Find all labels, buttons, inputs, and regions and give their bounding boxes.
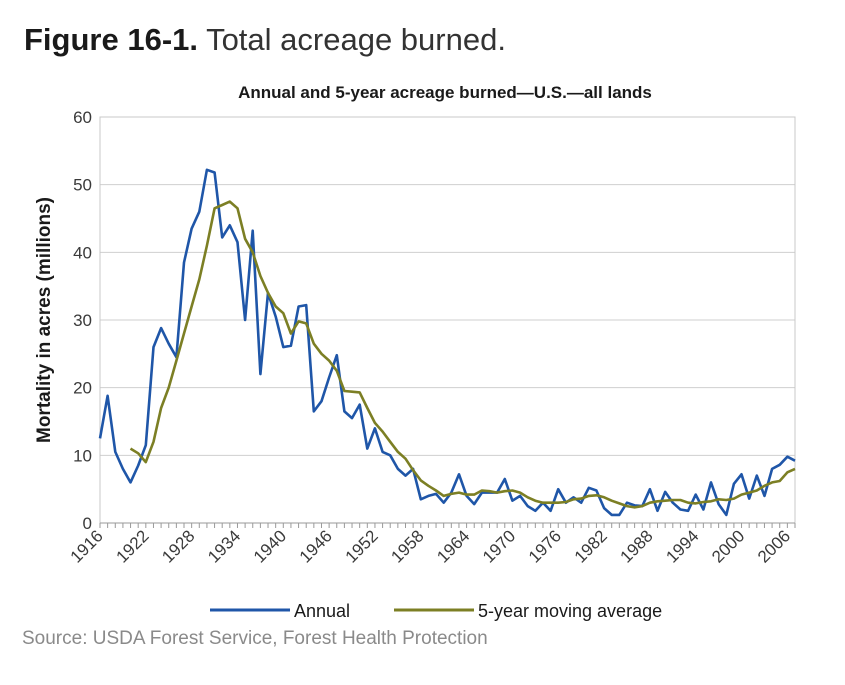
legend: Annual 5-year moving average [210,601,662,621]
x-tick-label: 1988 [617,526,657,566]
x-tick-label: 1982 [571,526,611,566]
y-tick-label: 0 [83,514,92,533]
x-tick-label: 1958 [387,526,427,566]
x-tick-labels: 1916 1922 1928 1934 1940 1946 1952 1958 1964 1970… [67,526,795,566]
chart-title: Annual and 5-year acreage burned—U.S.—al… [238,83,652,102]
source-note: Source: USDA Forest Service, Forest Heal… [22,628,488,649]
figure-number: Figure 16-1. [24,22,198,57]
y-tick-label: 50 [73,176,92,195]
x-tick-label: 1922 [112,526,152,566]
legend-label-moving-average: 5-year moving average [478,601,662,621]
x-tick-label: 1916 [67,526,107,566]
y-tick-label: 60 [73,108,92,127]
legend-label-annual: Annual [294,601,350,621]
axes [99,116,796,528]
x-tick-label: 1952 [342,526,382,566]
x-tick-label: 2006 [754,526,794,566]
x-tick-label: 1928 [158,526,198,566]
x-tick-label: 2000 [708,526,748,566]
series-line-moving-average [129,200,796,509]
y-tick-labels: 0 10 20 30 40 50 60 [73,108,92,533]
x-tick-label: 1976 [525,526,565,566]
x-tick-label: 1970 [479,526,519,566]
x-tick-label: 1964 [433,526,473,566]
y-tick-label: 40 [73,243,92,262]
y-axis-title: Mortality in acres (millions) [34,197,55,443]
x-tick-label: 1940 [250,526,290,566]
figure-description: Total acreage burned. [206,22,506,57]
y-tick-label: 10 [73,446,92,465]
figure-heading: Figure 16-1. Total acreage burned. [24,22,506,58]
x-tick-label: 1946 [296,526,336,566]
series-line-annual [98,168,796,517]
y-tick-label: 20 [73,379,92,398]
series-layer [98,168,796,517]
x-tick-label: 1934 [204,526,244,566]
y-tick-label: 30 [73,311,92,330]
x-tick-label: 1994 [662,526,702,566]
